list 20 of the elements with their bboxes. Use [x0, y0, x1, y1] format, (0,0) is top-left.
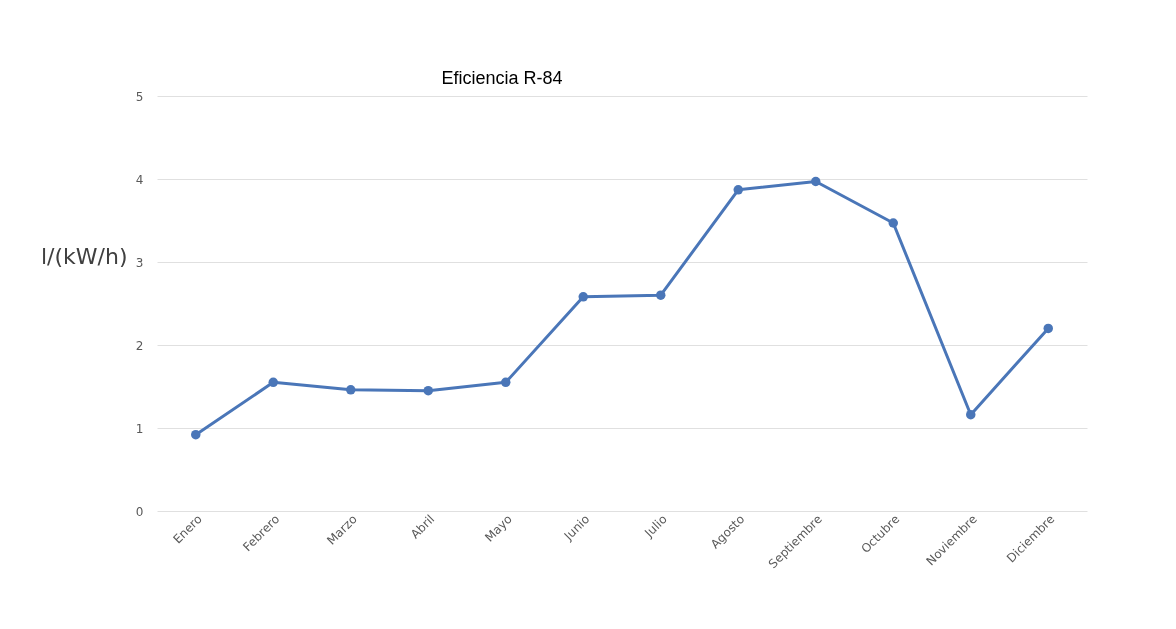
point: [423, 385, 433, 396]
point: [268, 377, 278, 388]
y-tick-label: 2: [135, 338, 144, 353]
point: [888, 218, 898, 228]
y-tick-label: 1: [135, 421, 144, 436]
y-axis-title: l/(kW/h): [40, 243, 128, 269]
point: [346, 385, 356, 395]
point: [578, 292, 588, 302]
y-tick-label: 0: [135, 504, 144, 519]
y-tick-label: 4: [135, 172, 144, 187]
point: [656, 290, 666, 300]
point: [733, 185, 743, 195]
y-tick-label: 3: [135, 255, 144, 270]
point: [966, 409, 976, 420]
chart-title: Eficiencia R-84: [441, 68, 563, 88]
point: [501, 377, 511, 388]
point: [811, 176, 821, 187]
point: [191, 429, 201, 440]
point: [1043, 323, 1053, 334]
y-tick-label: 5: [135, 89, 144, 104]
